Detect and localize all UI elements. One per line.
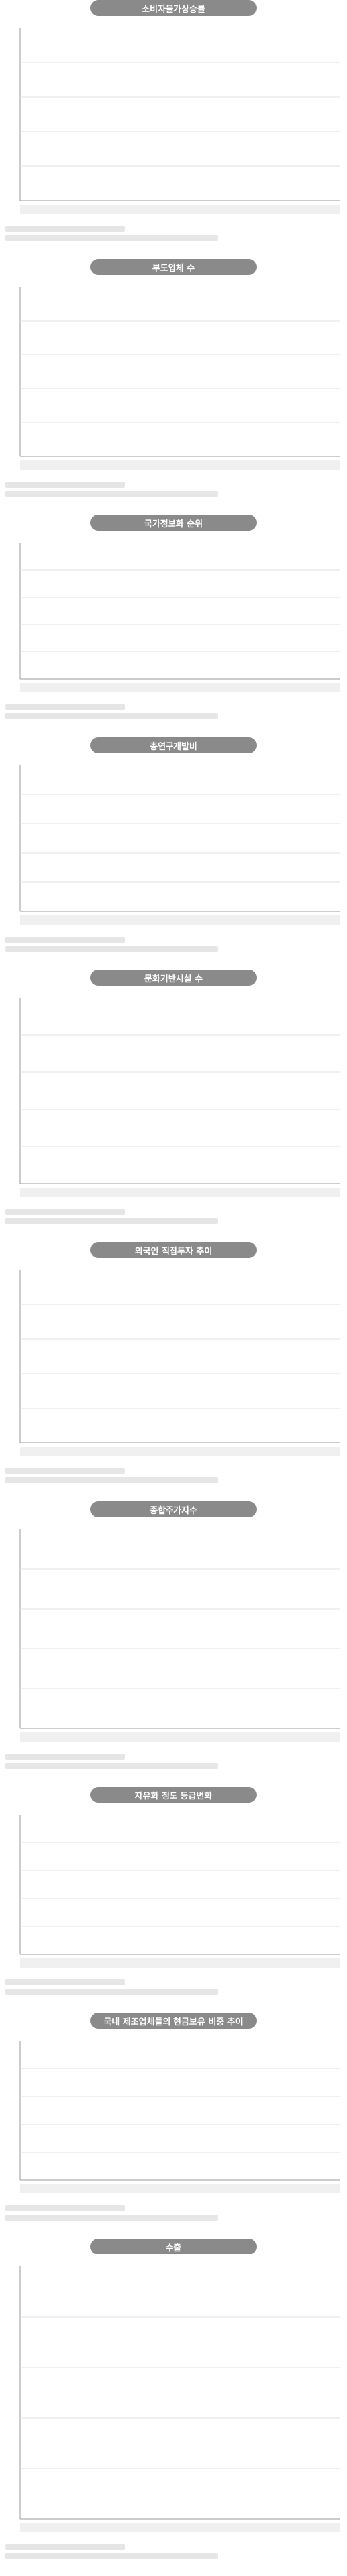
- period-band: [20, 460, 340, 470]
- period-band: [20, 1188, 340, 1197]
- footnote-line: [5, 1477, 218, 1483]
- footnote-line: [5, 1979, 125, 1985]
- period-band: [20, 2523, 340, 2532]
- chart-plot-area: [19, 1529, 340, 1742]
- chart-plot-area: [19, 2041, 340, 2193]
- footnote-line: [5, 946, 218, 952]
- footnote-line: [5, 2553, 218, 2559]
- period-band: [20, 1732, 340, 1742]
- panel-title: 자유화 정도 등급변화: [90, 1787, 257, 1803]
- chart-plot-area: [19, 1270, 340, 1456]
- period-band: [20, 915, 340, 925]
- chart-panel-9: 국내 제조업체들의 현금보유 비중 추이: [0, 2013, 347, 2232]
- chart-panel-10: 수출: [0, 2239, 347, 2571]
- panel-title: 외국인 직접투자 추이: [90, 1242, 257, 1258]
- chart-plot-area: [19, 287, 340, 470]
- panel-title: 국가정보화 순위: [90, 515, 257, 531]
- footnote-line: [5, 482, 125, 488]
- period-band: [20, 1958, 340, 1968]
- chart-panel-7: 종합주가지수: [0, 1501, 347, 1780]
- chart-plot-area: [19, 765, 340, 925]
- footnote-line: [5, 704, 125, 710]
- footnote-line: [5, 1989, 218, 1995]
- footnote-line: [5, 1754, 125, 1760]
- period-band: [20, 2184, 340, 2193]
- footnote-line: [5, 1763, 218, 1769]
- chart-plot-area: [19, 2266, 340, 2532]
- panel-title: 총연구개발비: [90, 737, 257, 753]
- chart-panel-2: 부도업체 수: [0, 259, 347, 508]
- panel-title: 수출: [90, 2239, 257, 2254]
- footnote-line: [5, 1468, 125, 1474]
- panel-title: 국내 제조업체들의 현금보유 비중 추이: [90, 2013, 257, 2029]
- period-band: [20, 1447, 340, 1456]
- chart-panel-8: 자유화 정도 등급변화: [0, 1787, 347, 2006]
- chart-panel-6: 외국인 직접투자 추이: [0, 1242, 347, 1495]
- chart-plot-area: [19, 1815, 340, 1968]
- footnote-line: [5, 2215, 218, 2221]
- footnote-line: [5, 226, 125, 232]
- panel-title: 문화기반시설 수: [90, 970, 257, 986]
- footnote-line: [5, 235, 218, 241]
- footnote-line: [5, 1218, 218, 1224]
- footnote-line: [5, 2205, 125, 2211]
- footnote-line: [5, 2544, 125, 2550]
- panel-title: 소비자물가상승률: [90, 0, 257, 16]
- footnote-line: [5, 1209, 125, 1215]
- panel-title: 종합주가지수: [90, 1501, 257, 1517]
- footnote-line: [5, 491, 218, 497]
- chart-plot-area: [19, 28, 340, 214]
- chart-panel-4: 총연구개발비: [0, 737, 347, 963]
- chart-panel-1: 소비자물가상승률: [0, 0, 347, 252]
- footnote-line: [5, 937, 125, 943]
- period-band: [20, 683, 340, 692]
- chart-panel-3: 국가정보화 순위: [0, 515, 347, 731]
- chart-plot-area: [19, 998, 340, 1197]
- chart-panel-5: 문화기반시설 수: [0, 970, 347, 1236]
- period-band: [20, 205, 340, 214]
- chart-plot-area: [19, 543, 340, 692]
- panel-title: 부도업체 수: [90, 259, 257, 275]
- footnote-line: [5, 713, 218, 719]
